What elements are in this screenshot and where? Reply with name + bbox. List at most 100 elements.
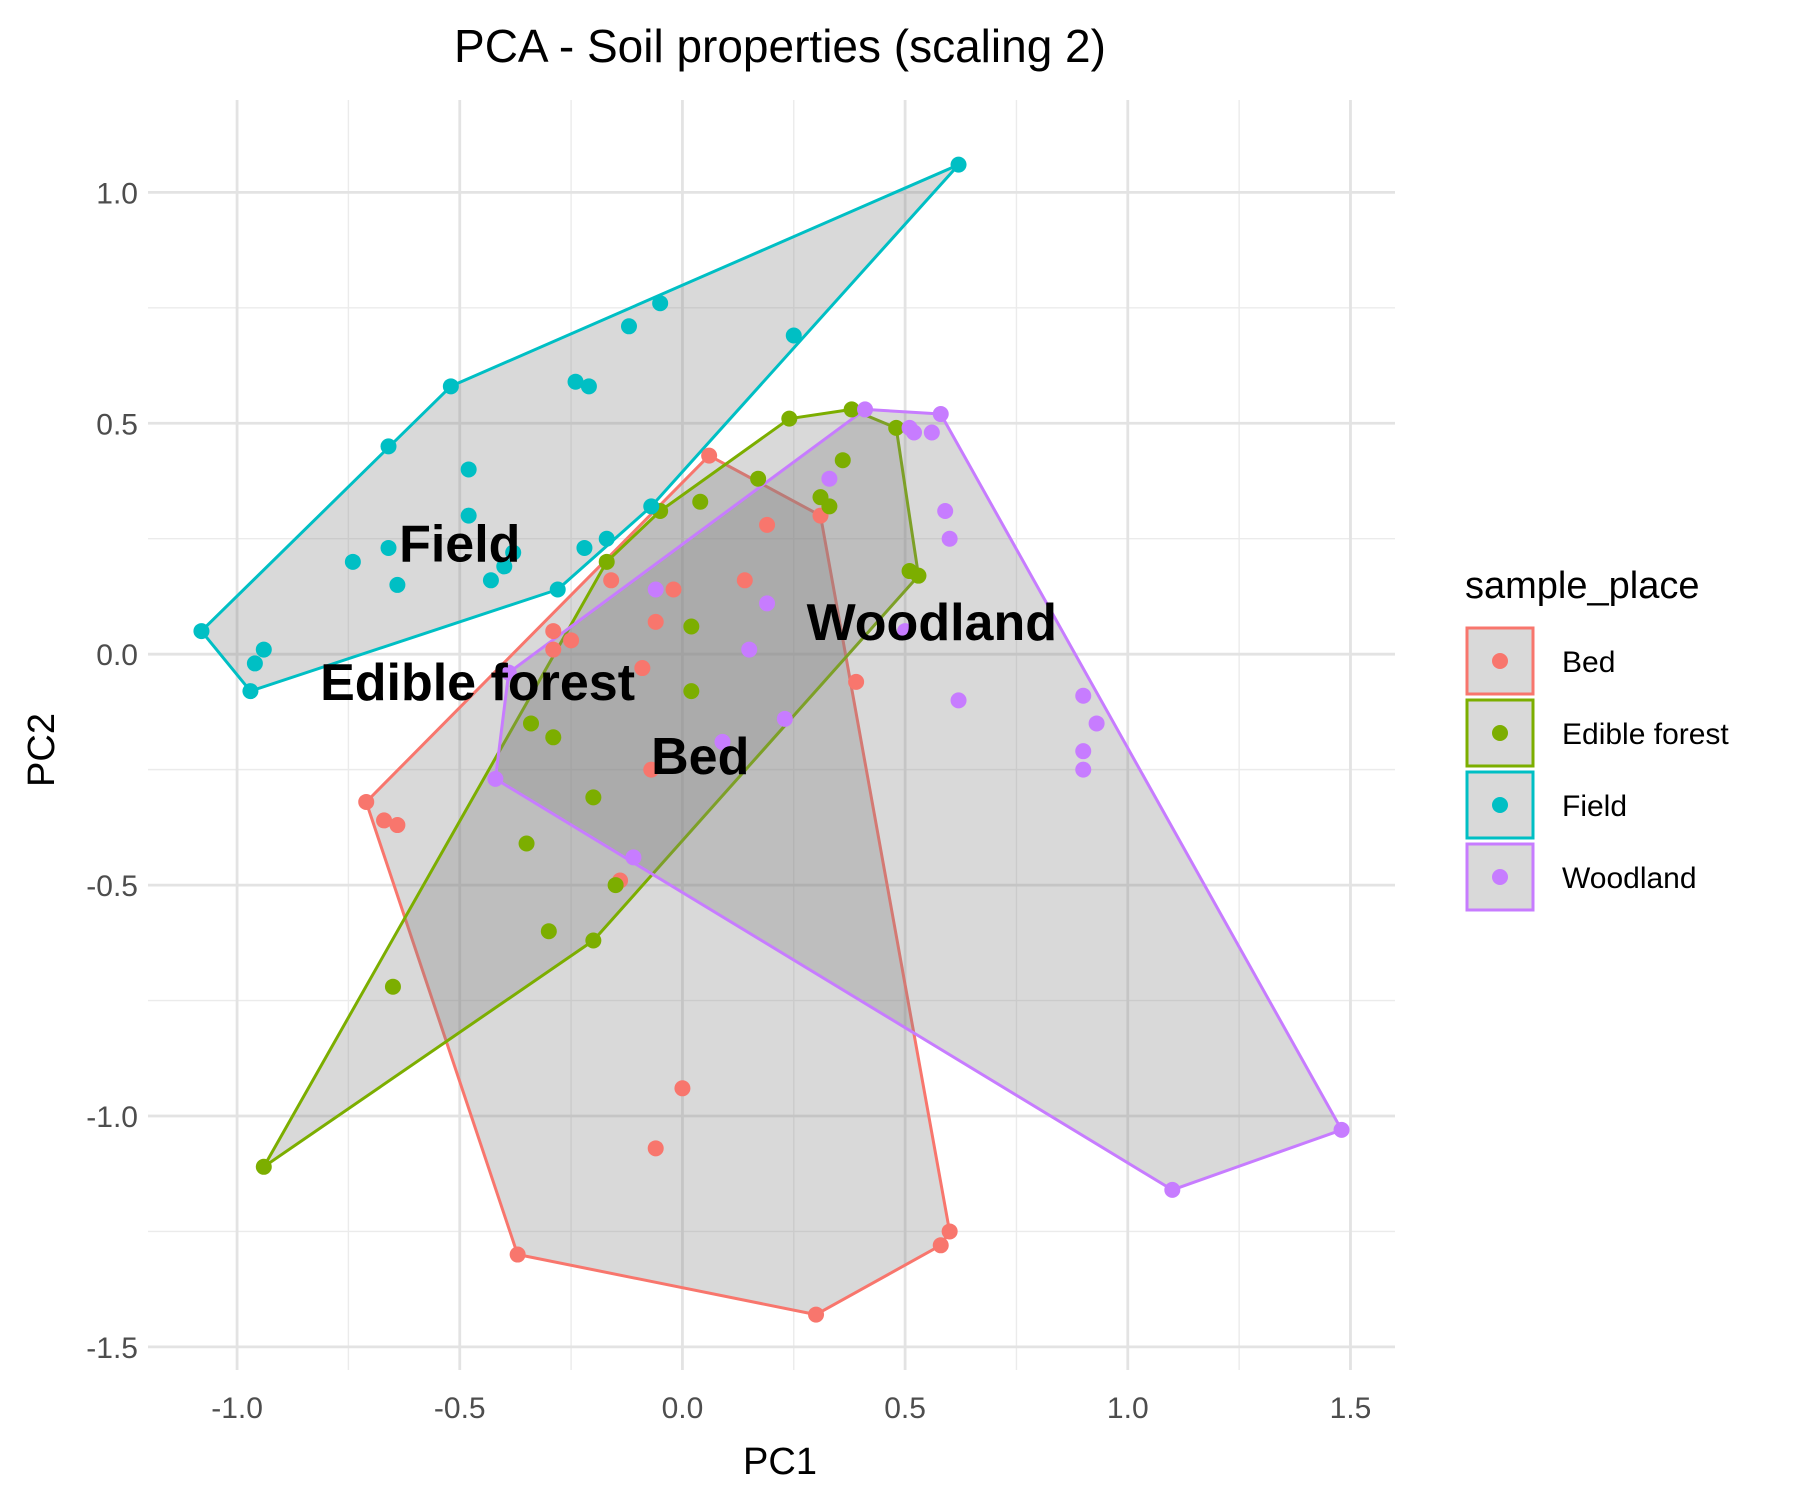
point-field [652, 295, 669, 312]
group-label-woodland: Woodland [807, 594, 1057, 652]
point-woodland [625, 849, 642, 866]
point-field [643, 498, 660, 515]
point-edible-forest [585, 932, 602, 949]
point-edible-forest [598, 553, 615, 570]
point-woodland [1333, 1121, 1350, 1138]
chart-title: PCA - Soil properties (scaling 2) [454, 20, 1106, 72]
point-bed [808, 1306, 825, 1323]
legend-key-point [1492, 797, 1508, 813]
group-label-field: Field [399, 515, 520, 573]
group-labels: Bed Edible forest Field Woodland [320, 515, 1057, 785]
point-bed [545, 641, 562, 658]
point-woodland [1075, 761, 1092, 778]
group-label-edible-forest: Edible forest [320, 654, 635, 712]
point-woodland [906, 424, 923, 441]
point-bed [634, 660, 651, 677]
point-woodland [1075, 743, 1092, 760]
point-field [242, 683, 259, 700]
point-bed [358, 793, 375, 810]
x-axis-tick-labels: -1.0 -0.5 0.0 0.5 1.0 1.5 [211, 1392, 1371, 1425]
point-bed [759, 516, 776, 533]
point-bed [643, 761, 660, 778]
point-woodland [487, 770, 504, 787]
y-tick-label: -1.0 [86, 1101, 138, 1134]
point-edible-forest [901, 563, 918, 580]
legend-key-point [1492, 725, 1508, 741]
point-woodland [1075, 687, 1092, 704]
point-bed [563, 632, 580, 649]
point-woodland [941, 530, 958, 547]
y-tick-label: -1.5 [86, 1332, 138, 1365]
point-bed [647, 1140, 664, 1157]
point-edible-forest [540, 923, 557, 940]
legend-label: Bed [1562, 646, 1615, 679]
data-points [193, 156, 1350, 1323]
y-tick-label: 0.0 [96, 639, 138, 672]
minor-gridlines [148, 100, 1395, 1370]
y-axis-title: PC2 [21, 713, 63, 787]
point-edible-forest [255, 1158, 272, 1175]
point-field [785, 327, 802, 344]
point-field [380, 438, 397, 455]
point-field [505, 544, 522, 561]
point-field [389, 576, 406, 593]
point-woodland [1088, 715, 1105, 732]
point-edible-forest [585, 789, 602, 806]
point-field [598, 530, 615, 547]
x-tick-label: 1.5 [1330, 1392, 1372, 1425]
point-edible-forest [888, 419, 905, 436]
legend-key-point [1492, 653, 1508, 669]
point-field [193, 623, 210, 640]
x-tick-label: 0.0 [662, 1392, 704, 1425]
legend-key-point [1492, 869, 1508, 885]
point-field [567, 373, 584, 390]
y-tick-label: 1.0 [96, 177, 138, 210]
y-axis-tick-labels: -1.5 -1.0 -0.5 0.0 0.5 1.0 [86, 177, 138, 1365]
point-field [576, 539, 593, 556]
y-tick-label: -0.5 [86, 870, 138, 903]
legend: sample_place Bed Edible forest Field Woodla… [1465, 565, 1729, 912]
point-bed [389, 817, 406, 834]
point-bed [509, 1246, 526, 1263]
point-edible-forest [692, 493, 709, 510]
legend-item-bed: Bed [1465, 626, 1615, 696]
group-hulls [199, 163, 1344, 1317]
point-woodland [897, 623, 914, 640]
point-edible-forest [781, 410, 798, 427]
point-bed [603, 572, 620, 589]
point-field [482, 572, 499, 589]
point-woodland [923, 424, 940, 441]
point-woodland [937, 503, 954, 520]
x-tick-label: -0.5 [434, 1392, 486, 1425]
y-tick-label: 0.5 [96, 408, 138, 441]
point-bed [545, 623, 562, 640]
point-edible-forest [834, 452, 851, 469]
x-tick-label: 0.5 [884, 1392, 926, 1425]
point-edible-forest [607, 877, 624, 894]
point-bed [848, 673, 865, 690]
point-bed [674, 1080, 691, 1097]
major-gridlines [148, 100, 1395, 1370]
legend-items: Bed Edible forest Field Woodland [1465, 626, 1729, 912]
group-label-bed: Bed [651, 728, 749, 786]
legend-title: sample_place [1465, 565, 1699, 607]
point-edible-forest [384, 978, 401, 995]
point-bed [376, 812, 393, 829]
point-bed [701, 447, 718, 464]
point-field [344, 553, 361, 570]
point-woodland [932, 406, 949, 423]
point-woodland [821, 470, 838, 487]
point-field [442, 378, 459, 395]
point-woodland [714, 733, 731, 750]
point-edible-forest [843, 401, 860, 418]
point-woodland [500, 664, 517, 681]
point-field [460, 461, 477, 478]
point-field [580, 378, 597, 395]
legend-item-woodland: Woodland [1465, 842, 1697, 912]
point-field [380, 539, 397, 556]
point-edible-forest [523, 715, 540, 732]
legend-label: Edible forest [1562, 718, 1729, 751]
x-tick-label: 1.0 [1107, 1392, 1149, 1425]
point-field [255, 641, 272, 658]
